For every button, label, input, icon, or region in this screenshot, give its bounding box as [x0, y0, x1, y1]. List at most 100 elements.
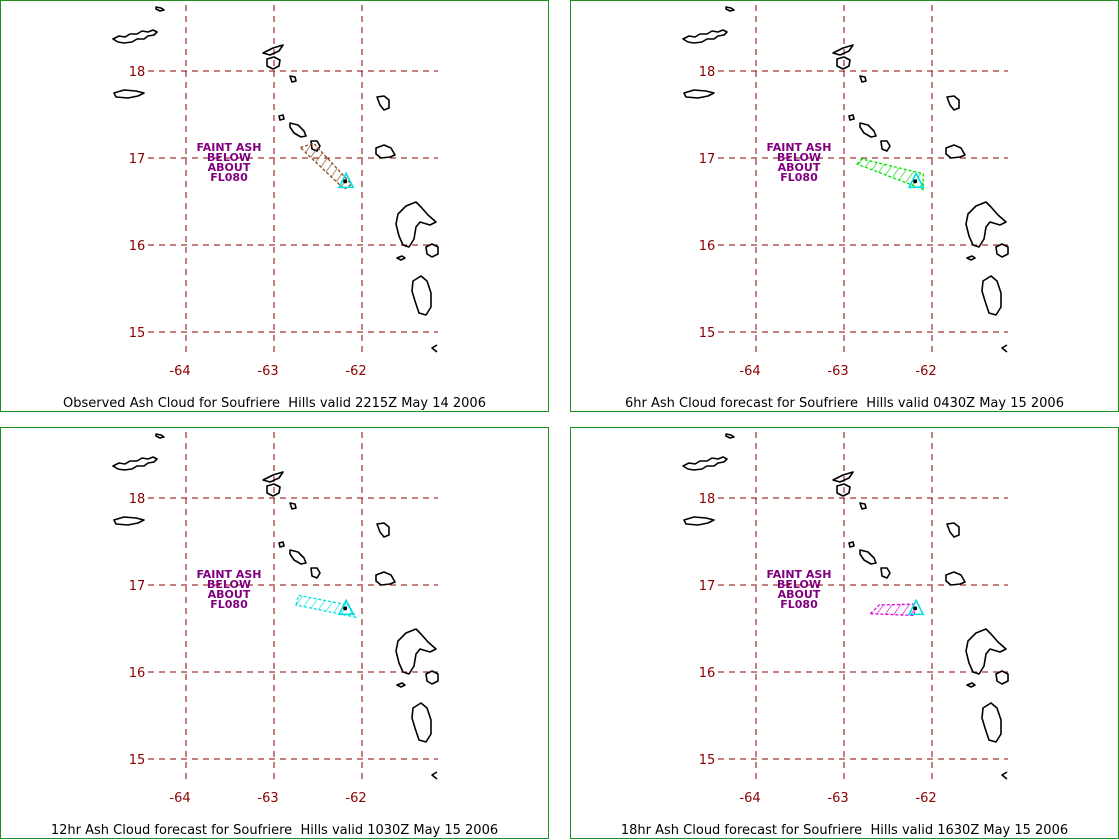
- island-saba: [278, 541, 285, 548]
- island-stbarth: [289, 75, 297, 83]
- lat-tick-label: 16: [699, 666, 716, 681]
- island-dominica: [411, 702, 432, 743]
- ash-annotation-line: BELOW: [777, 578, 821, 591]
- island-stbarth: [859, 502, 867, 510]
- volcano-icon: [907, 171, 925, 189]
- island-martinique-tip: [1001, 344, 1008, 353]
- ash-annotation-line: ABOUT: [778, 161, 821, 174]
- lat-tick-label: 17: [699, 579, 716, 594]
- ash-annotation-line: FAINT ASH: [196, 568, 261, 581]
- island-saba: [848, 541, 855, 548]
- ash-annotation-line: ABOUT: [778, 588, 821, 601]
- island-marie-galante: [995, 670, 1009, 685]
- lat-tick-label: 16: [129, 666, 146, 681]
- ash-annotation-line: FL080: [780, 598, 818, 611]
- island-les-saintes: [966, 255, 976, 261]
- lat-tick-label: 15: [129, 326, 146, 341]
- lon-tick-label: -62: [345, 791, 366, 806]
- lon-tick-label: -62: [345, 364, 366, 379]
- map-svg: 18 17 16 15 -64 -63 -62 FAINT ASHBELOWABOUTFL08…: [112, 5, 439, 379]
- island-stbarth: [289, 502, 297, 510]
- island-guadeloupe: [395, 628, 437, 675]
- island-anguilla: [832, 471, 854, 483]
- volcano-dot: [343, 606, 348, 611]
- island-stkitts: [859, 549, 877, 565]
- island-north-1: [155, 6, 165, 12]
- island-stkitts: [289, 122, 307, 138]
- island-barbuda: [946, 95, 960, 111]
- ash-annotation-line: FAINT ASH: [766, 141, 831, 154]
- island-dominica: [411, 275, 432, 316]
- panel-observed: 18 17 16 15 -64 -63 -62 FAINT ASH BELOW ABOUT FL08…: [0, 0, 549, 412]
- island-marie-galante: [425, 243, 439, 258]
- panel-forecast-12hr: 18 17 16 15 -64 -63 -62 FAINT ASH BELOW ABOUT FL08…: [0, 427, 549, 839]
- island-stcroix: [113, 89, 145, 99]
- panel-caption: 12hr Ash Cloud forecast for Soufriere Hi…: [50, 823, 499, 838]
- island-stcroix: [683, 89, 715, 99]
- island-nevis: [310, 567, 321, 579]
- island-virgin: [682, 29, 728, 44]
- lon-tick-label: -64: [739, 791, 760, 806]
- island-north-1: [725, 6, 735, 12]
- island-marie-galante: [995, 243, 1009, 258]
- ash-annotation-line: FL080: [780, 171, 818, 184]
- island-nevis: [880, 140, 891, 152]
- island-virgin: [112, 456, 158, 471]
- island-anguilla: [832, 44, 854, 56]
- volcano-dot: [913, 606, 918, 611]
- lon-tick-label: -64: [169, 364, 190, 379]
- island-stcroix: [683, 516, 715, 526]
- volcano-dot: [913, 179, 918, 184]
- island-anguilla: [262, 44, 284, 56]
- lon-tick-label: -63: [827, 364, 848, 379]
- island-antigua: [945, 144, 966, 159]
- ash-cloud-polygon: [856, 158, 924, 191]
- island-saba: [278, 114, 285, 121]
- lat-tick-label: 15: [699, 326, 716, 341]
- island-martinique-tip: [431, 771, 438, 780]
- island-virgin: [682, 456, 728, 471]
- lat-tick-label: 18: [129, 65, 146, 80]
- ash-annotation-line: ABOUT: [208, 588, 251, 601]
- lat-tick-label: 15: [699, 753, 716, 768]
- island-antigua: [945, 571, 966, 586]
- ash-annotation-line: BELOW: [207, 151, 251, 164]
- island-barbuda: [376, 95, 390, 111]
- island-nevis: [880, 567, 891, 579]
- lon-tick-label: -62: [915, 791, 936, 806]
- volcano-icon: [907, 598, 925, 616]
- island-stmartin: [266, 56, 281, 70]
- lon-tick-label: -64: [739, 364, 760, 379]
- ash-annotation-line: FAINT ASH: [766, 568, 831, 581]
- island-stmartin: [836, 56, 851, 70]
- lat-tick-label: 17: [129, 152, 146, 167]
- island-stmartin: [266, 483, 281, 497]
- lon-tick-label: -63: [827, 791, 848, 806]
- island-martinique-tip: [431, 344, 438, 353]
- island-guadeloupe: [965, 628, 1007, 675]
- island-stmartin: [836, 483, 851, 497]
- ash-annotation-line: BELOW: [777, 151, 821, 164]
- map-svg: 18 17 16 15 -64 -63 -62 FAINT ASHBELOWABOUTFL08…: [682, 432, 1009, 806]
- island-antigua: [375, 571, 396, 586]
- map-svg: 18 17 16 15 -64 -63 -62 FAINT ASHBELOWABOUTFL08…: [682, 5, 1009, 379]
- ash-annotation-line: BELOW: [207, 578, 251, 591]
- island-north-1: [725, 433, 735, 439]
- panel-forecast-18hr: 18 17 16 15 -64 -63 -62 FAINT ASH BELOW ABOUT FL08…: [570, 427, 1119, 839]
- island-dominica: [981, 702, 1002, 743]
- map-svg: 18 17 16 15 -64 -63 -62 FAINT ASHBELOWABOUTFL08…: [112, 432, 439, 806]
- island-virgin: [112, 29, 158, 44]
- island-les-saintes: [396, 255, 406, 261]
- ash-annotation-line: FL080: [210, 171, 248, 184]
- panel-caption: 18hr Ash Cloud forecast for Soufriere Hi…: [620, 823, 1069, 838]
- lon-tick-label: -62: [915, 364, 936, 379]
- island-saba: [848, 114, 855, 121]
- volcano-dot: [343, 179, 348, 184]
- lat-tick-label: 18: [699, 492, 716, 507]
- ash-annotation-line: FL080: [210, 598, 248, 611]
- island-les-saintes: [966, 682, 976, 688]
- island-north-1: [155, 433, 165, 439]
- island-stbarth: [859, 75, 867, 83]
- volcano-icon: [337, 171, 355, 189]
- island-les-saintes: [396, 682, 406, 688]
